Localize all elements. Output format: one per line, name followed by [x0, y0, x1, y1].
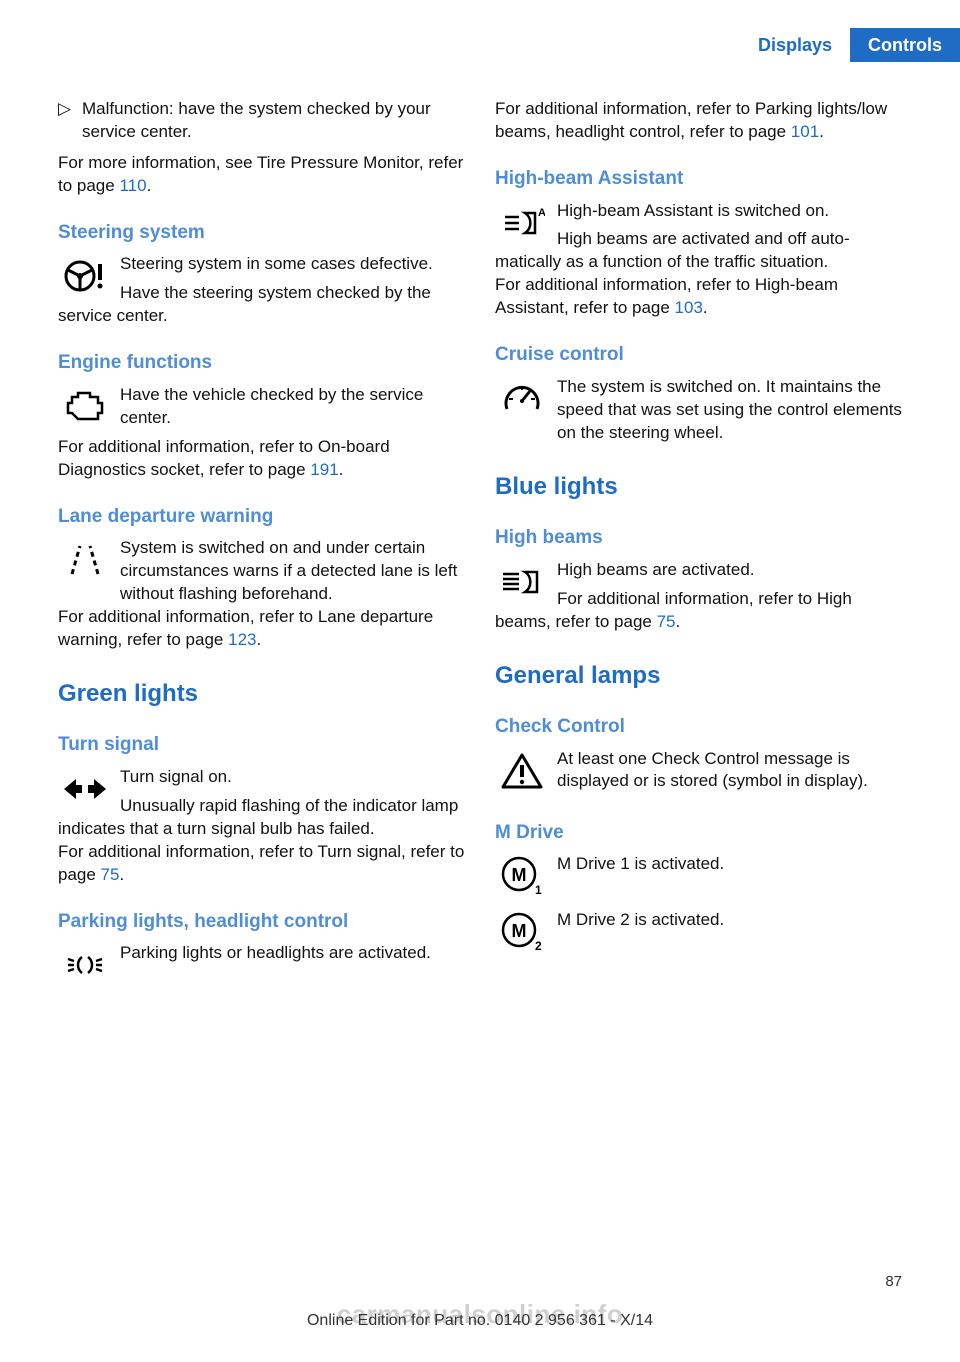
lane-page-link[interactable]: 123: [228, 630, 256, 649]
heading-green-lights: Green lights: [58, 678, 465, 710]
tab-controls[interactable]: Controls: [850, 28, 960, 62]
steering-wheel-icon: [58, 253, 112, 299]
heading-turn-signal: Turn signal: [58, 732, 465, 758]
heading-general-lamps: General lamps: [495, 660, 902, 692]
right-column: For additional information, refer to Par…: [495, 98, 902, 992]
svg-text:M: M: [512, 865, 527, 885]
footer-text: Online Edition for Part no. 0140 2 956 3…: [0, 1312, 960, 1330]
lane-line2-post: .: [256, 630, 261, 649]
engine-icon: [58, 384, 112, 430]
tab-displays[interactable]: Displays: [740, 28, 850, 62]
turn-reference: For additional information, refer to Tur…: [58, 841, 465, 887]
highbeam-assistant-icon: A: [495, 200, 549, 246]
page-root: Displays Controls ▷ Malfunction: have th…: [0, 0, 960, 1362]
heading-engine-functions: Engine functions: [58, 350, 465, 376]
parking-block: Parking lights or headlights are acti­va…: [58, 942, 465, 992]
steering-line1: Steering system in some cases defec­tive…: [120, 254, 433, 273]
highbeams-page-link[interactable]: 75: [657, 612, 676, 631]
check-line1: At least one Check Control message is di…: [557, 749, 868, 791]
warning-triangle-icon: [495, 748, 549, 794]
steering-block: Steering system in some cases defec­tive…: [58, 253, 465, 328]
heading-m-drive: M Drive: [495, 820, 902, 846]
mdrive1-block: M 1 M Drive 1 is activated.: [495, 853, 902, 903]
hba-page-link[interactable]: 103: [675, 298, 703, 317]
tpm-reference: For more information, see Tire Pressure …: [58, 152, 465, 198]
high-beams-icon: [495, 559, 549, 605]
cruise-line1: The system is switched on. It maintains …: [557, 377, 902, 442]
page-number: 87: [885, 1273, 902, 1290]
tpm-page-link[interactable]: 110: [119, 176, 146, 195]
heading-check-control: Check Control: [495, 714, 902, 740]
mdrive2-text: M Drive 2 is activated.: [557, 910, 724, 929]
lane-reference: For additional information, refer to Lan…: [58, 606, 465, 652]
cruise-block: The system is switched on. It maintains …: [495, 376, 902, 445]
turn-signal-block: Turn signal on. Unusually rapid flashing…: [58, 766, 465, 841]
bullet-mark-icon: ▷: [58, 98, 72, 144]
malfunction-text: Malfunction: have the system checked by …: [82, 98, 465, 144]
highbeams-line1: High beams are activated.: [557, 560, 755, 579]
svg-text:2: 2: [535, 939, 542, 953]
tpm-reference-post: .: [147, 176, 152, 195]
turn-line1: Turn signal on.: [120, 767, 232, 786]
hba-line3-post: .: [703, 298, 708, 317]
hba-line3-pre: For additional information, refer to Hig…: [495, 275, 838, 317]
lane-departure-icon: [58, 537, 112, 583]
left-column: ▷ Malfunction: have the system checked b…: [58, 98, 465, 992]
svg-text:1: 1: [535, 883, 542, 897]
lane-line1: System is switched on and under cer­tain…: [120, 538, 457, 603]
parking-line1: Parking lights or headlights are acti­va…: [120, 943, 431, 962]
heading-cruise-control: Cruise control: [495, 342, 902, 368]
highbeams-block: High beams are activated. For additional…: [495, 559, 902, 634]
mdrive1-text: M Drive 1 is activated.: [557, 854, 724, 873]
highbeams-line2-post: .: [676, 612, 681, 631]
engine-page-link[interactable]: 191: [310, 460, 338, 479]
cruise-control-icon: [495, 376, 549, 422]
turn-signal-icon: [58, 766, 112, 812]
parking-reference: For additional information, refer to Par…: [495, 98, 902, 144]
parking-lights-icon: [58, 942, 112, 988]
mdrive2-block: M 2 M Drive 2 is activated.: [495, 909, 902, 959]
engine-line1: Have the vehicle checked by the serv­ice…: [120, 385, 423, 427]
m-drive-2-icon: M 2: [495, 909, 549, 955]
bullet-malfunction: ▷ Malfunction: have the system checked b…: [58, 98, 465, 144]
hba-reference: For additional information, refer to Hig…: [495, 274, 902, 320]
svg-text:A: A: [538, 207, 545, 219]
check-control-block: At least one Check Control message is di…: [495, 748, 902, 798]
heading-high-beams: High beams: [495, 525, 902, 551]
heading-blue-lights: Blue lights: [495, 471, 902, 503]
parking-page-link[interactable]: 101: [791, 122, 819, 141]
parking-more-post: .: [819, 122, 824, 141]
turn-line3-post: .: [119, 865, 124, 884]
parking-more-pre: For additional information, refer to Par…: [495, 99, 887, 141]
engine-block: Have the vehicle checked by the serv­ice…: [58, 384, 465, 482]
content-columns: ▷ Malfunction: have the system checked b…: [58, 98, 902, 992]
lane-block: System is switched on and under cer­tain…: [58, 537, 465, 606]
heading-parking-lights: Parking lights, headlight control: [58, 909, 465, 935]
steering-line2: Have the steering system checked by the …: [58, 283, 431, 325]
turn-line2: Unusually rapid flashing of the indicato…: [58, 796, 458, 838]
hba-line1: High-beam Assistant is switched on.: [557, 201, 829, 220]
turn-page-link[interactable]: 75: [101, 865, 120, 884]
m-drive-1-icon: M 1: [495, 853, 549, 899]
svg-text:M: M: [512, 921, 527, 941]
heading-lane-departure: Lane departure warning: [58, 504, 465, 530]
heading-steering-system: Steering system: [58, 220, 465, 246]
hba-block: A High-beam Assistant is switched on. Hi…: [495, 200, 902, 275]
header-tabs: Displays Controls: [740, 28, 960, 62]
engine-line2-post: .: [339, 460, 344, 479]
heading-highbeam-assistant: High-beam Assistant: [495, 166, 902, 192]
